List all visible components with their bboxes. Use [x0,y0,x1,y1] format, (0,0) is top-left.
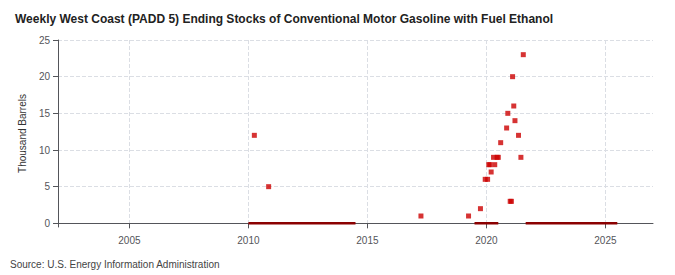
svg-text:5: 5 [44,181,50,192]
svg-text:15: 15 [39,108,51,119]
svg-text:20: 20 [39,71,51,82]
svg-text:2005: 2005 [118,235,141,246]
svg-text:Thousand Barrels: Thousand Barrels [17,94,28,173]
svg-text:Source: U.S. Energy Informatio: Source: U.S. Energy Information Administ… [10,259,220,270]
svg-text:2015: 2015 [356,235,379,246]
svg-text:2025: 2025 [594,235,617,246]
svg-text:Weekly West Coast (PADD 5) End: Weekly West Coast (PADD 5) Ending Stocks… [15,12,553,26]
svg-text:2010: 2010 [237,235,260,246]
svg-text:25: 25 [39,35,51,46]
svg-text:10: 10 [39,145,51,156]
svg-text:0: 0 [44,218,50,229]
svg-text:2020: 2020 [475,235,498,246]
